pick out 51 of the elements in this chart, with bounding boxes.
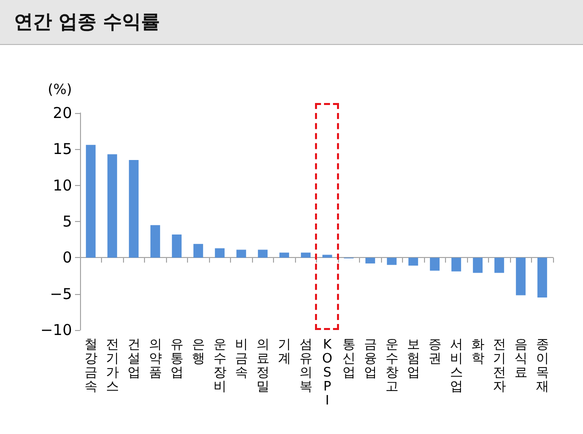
x-tick-label: 유통업 [170, 338, 184, 380]
x-tick-label: 전기전자 [492, 338, 506, 394]
x-tick-label: 의약품 [148, 338, 162, 380]
bar [365, 258, 376, 264]
y-tick-label: 0 [62, 248, 72, 267]
y-tick-label: 5 [62, 212, 72, 230]
bar [236, 250, 246, 258]
x-tick-label: 운수창고 [385, 338, 398, 394]
bar [107, 154, 118, 258]
x-tick-label: 비금속 [234, 338, 248, 380]
x-tick-label: 운수장비 [213, 338, 226, 394]
y-tick-label: −5 [50, 284, 72, 303]
y-tick-label: 20 [52, 104, 72, 122]
x-tick-label: 은행 [192, 338, 205, 366]
bar [386, 258, 397, 265]
bar [193, 244, 204, 258]
bar [451, 258, 462, 272]
x-tick-label: 섬유의복 [299, 338, 312, 394]
bar [494, 258, 504, 273]
bar [86, 144, 96, 258]
x-tick-label: 음식료 [514, 338, 528, 380]
x-tick-label: 종이목재 [536, 338, 549, 394]
chart-title: 연간 업종 수익률 [14, 10, 160, 35]
bar [472, 258, 483, 273]
x-tick-label: 건설업 [127, 338, 140, 380]
bar [408, 258, 418, 266]
bar [128, 160, 139, 258]
x-tick-label: 철강금속 [84, 338, 98, 394]
y-tick-label: 15 [52, 140, 72, 158]
y-axis-title: (%) [48, 82, 72, 98]
y-tick-label: 10 [52, 176, 72, 194]
x-tick-label: 보험업 [406, 338, 420, 380]
bar [537, 258, 548, 298]
x-tick-label: 증권 [428, 338, 442, 366]
bar [214, 248, 225, 258]
x-tick-label: 전기가스 [106, 338, 119, 394]
x-tick-label: KOSPI [322, 338, 332, 408]
x-tick-label: 기계 [278, 338, 291, 366]
bar [258, 250, 268, 258]
x-tick-label: 화학 [471, 338, 484, 366]
bar [430, 258, 440, 271]
bar [279, 252, 290, 258]
bar [516, 258, 526, 296]
bar [300, 252, 311, 258]
bar [172, 234, 182, 258]
x-tick-label: 서비스업 [450, 338, 463, 394]
y-tick-label: −10 [40, 321, 72, 339]
x-tick-label: 의료정밀 [256, 338, 270, 394]
bar [150, 225, 160, 258]
x-tick-label: 통신업 [342, 338, 356, 380]
x-tick-label: 금융업 [364, 338, 377, 380]
